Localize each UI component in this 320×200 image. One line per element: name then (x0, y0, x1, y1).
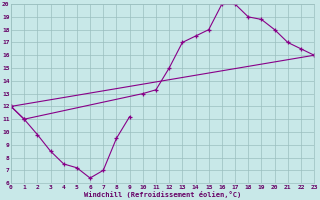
X-axis label: Windchill (Refroidissement éolien,°C): Windchill (Refroidissement éolien,°C) (84, 191, 241, 198)
